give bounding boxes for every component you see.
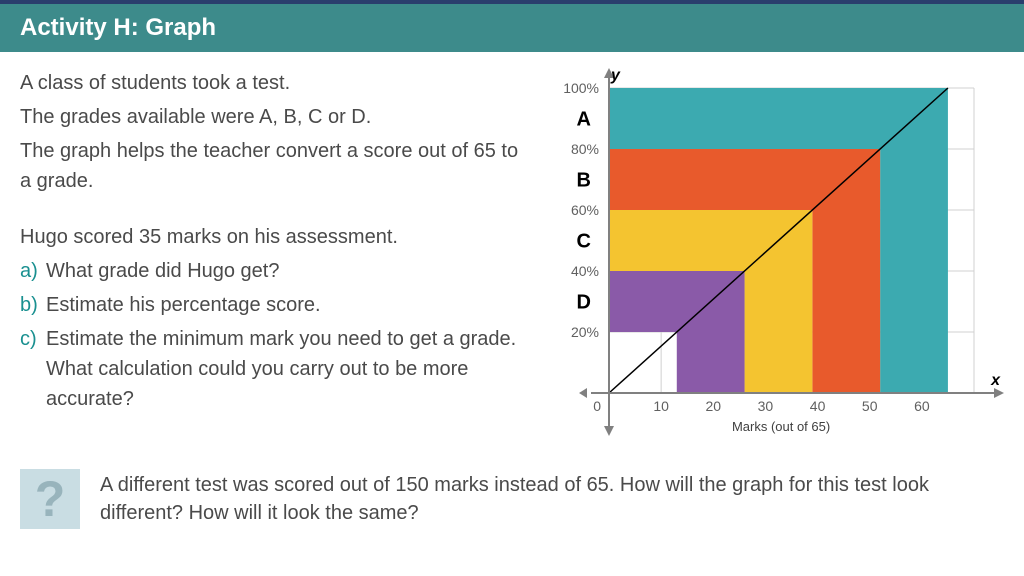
svg-text:60: 60: [914, 398, 930, 414]
grade-chart: 0 10 20 30 40 50 60 20% 40% 60% 80% 100% D C B Ay x Marks…: [539, 68, 1004, 453]
intro-line-3: The graph helps the teacher convert a sc…: [20, 136, 529, 196]
activity-title: Activity H: Graph: [20, 14, 216, 41]
svg-text:60%: 60%: [571, 202, 599, 218]
question-a-text: What grade did Hugo get?: [46, 256, 280, 286]
svg-text:x: x: [990, 372, 1001, 389]
think-text: A different test was scored out of 150 m…: [100, 471, 1004, 527]
intro-line-1: A class of students took a test.: [20, 68, 529, 98]
question-mark-icon: ?: [20, 469, 80, 529]
svg-text:30: 30: [758, 398, 774, 414]
svg-text:40: 40: [810, 398, 826, 414]
svg-text:D: D: [577, 292, 591, 314]
svg-text:0: 0: [593, 398, 601, 414]
svg-text:20: 20: [705, 398, 721, 414]
svg-text:C: C: [577, 231, 591, 253]
intro-line-2: The grades available were A, B, C or D.: [20, 102, 529, 132]
question-b-text: Estimate his percentage score.: [46, 290, 321, 320]
svg-text:40%: 40%: [571, 263, 599, 279]
question-c-text: Estimate the minimum mark you need to ge…: [46, 324, 529, 414]
svg-text:Marks (out of 65): Marks (out of 65): [732, 419, 830, 434]
text-column: A class of students took a test. The gra…: [20, 68, 529, 453]
svg-text:A: A: [577, 109, 591, 131]
main-content: A class of students took a test. The gra…: [0, 52, 1024, 461]
question-b: b) Estimate his percentage score.: [20, 290, 529, 320]
question-b-label: b): [20, 290, 46, 320]
svg-text:B: B: [577, 170, 591, 192]
svg-text:y: y: [610, 68, 621, 84]
chart-svg: 0 10 20 30 40 50 60 20% 40% 60% 80% 100% D C B Ay x Marks…: [539, 68, 1004, 448]
svg-text:50: 50: [862, 398, 878, 414]
svg-text:10: 10: [653, 398, 669, 414]
question-a-label: a): [20, 256, 46, 286]
svg-text:100%: 100%: [563, 80, 599, 96]
activity-header: Activity H: Graph: [0, 4, 1024, 52]
intro-line-4: Hugo scored 35 marks on his assessment.: [20, 222, 529, 252]
svg-text:80%: 80%: [571, 141, 599, 157]
think-box: ? A different test was scored out of 150…: [0, 461, 1024, 529]
question-c: c) Estimate the minimum mark you need to…: [20, 324, 529, 414]
question-c-label: c): [20, 324, 46, 354]
question-a: a) What grade did Hugo get?: [20, 256, 529, 286]
svg-text:20%: 20%: [571, 324, 599, 340]
